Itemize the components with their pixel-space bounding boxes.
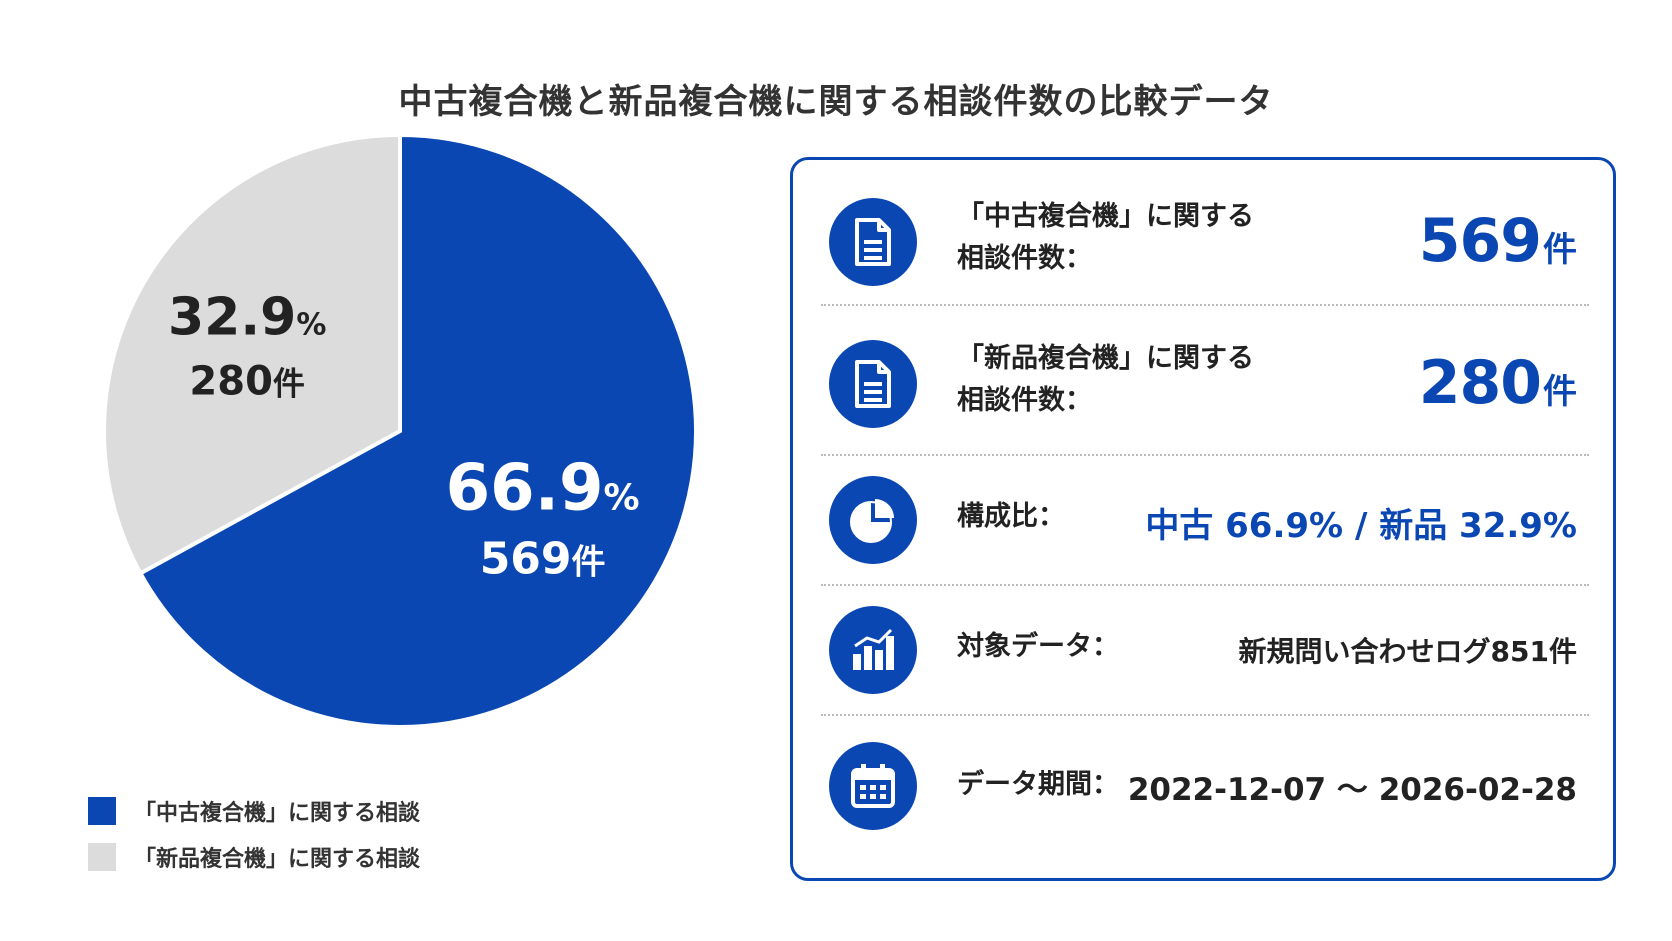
pie-chart: 66.9% 569件 32.9% 280件 <box>102 132 698 729</box>
used-count-label-line2: 相談件数： <box>957 243 1092 274</box>
used-count-number: 569 <box>1418 206 1542 276</box>
legend-item-used: 「中古複合機」に関する相談 <box>88 796 420 826</box>
divider <box>821 304 1589 306</box>
pie-chart-icon <box>829 476 917 564</box>
new-count-unit: 件 <box>1543 372 1577 412</box>
used-count-label: 「中古複合機」に関する 相談件数： <box>957 196 1254 280</box>
row-period: データ期間： 2022-12-07 ～ 2026-02-28 <box>793 716 1613 876</box>
row-new-count: 「新品複合機」に関する 相談件数： 280件 <box>793 306 1613 456</box>
legend-label-new: 「新品複合機」に関する相談 <box>134 847 421 872</box>
chart-title: 中古複合機と新品複合機に関する相談件数の比較データ <box>398 82 1274 122</box>
new-count-number: 280 <box>1418 348 1542 418</box>
new-count-label: 「新品複合機」に関する 相談件数： <box>957 338 1254 422</box>
pie-slice-used <box>137 132 698 729</box>
pie-label-count-used: 569件 <box>480 533 606 584</box>
bar-chart-icon <box>829 606 917 694</box>
calendar-icon <box>829 742 917 830</box>
used-count-value: 569件 <box>1419 206 1577 276</box>
divider <box>821 454 1589 456</box>
new-count-value: 280件 <box>1419 348 1577 418</box>
legend-item-new: 「新品複合機」に関する相談 <box>88 842 420 872</box>
document-icon <box>829 198 917 286</box>
pie-label-count-new: 280件 <box>189 358 305 404</box>
divider <box>821 714 1589 716</box>
row-target: 対象データ： 新規問い合わせログ851件 <box>793 586 1613 716</box>
row-ratio: 構成比： 中古 66.9% / 新品 32.9% <box>793 456 1613 586</box>
period-value: 2022-12-07 ～ 2026-02-28 <box>1127 772 1577 808</box>
pie-label-pct-used: 66.9% <box>446 451 640 525</box>
divider <box>821 584 1589 586</box>
used-count-unit: 件 <box>1543 230 1577 270</box>
row-used-count: 「中古複合機」に関する 相談件数： 569件 <box>793 160 1613 318</box>
pie-label-pct-new: 32.9% <box>168 287 326 347</box>
period-label: データ期間： <box>957 769 1119 800</box>
document-icon <box>829 340 917 428</box>
legend-swatch-used <box>88 797 116 825</box>
ratio-label: 構成比： <box>957 501 1065 532</box>
pie-slice-new <box>102 132 402 576</box>
legend: 「中古複合機」に関する相談 「新品複合機」に関する相談 <box>88 796 420 888</box>
target-value: 新規問い合わせログ851件 <box>1238 635 1577 668</box>
new-count-label-line1: 「新品複合機」に関する <box>957 343 1254 374</box>
legend-swatch-new <box>88 843 116 871</box>
used-count-label-line1: 「中古複合機」に関する <box>957 201 1254 232</box>
new-count-label-line2: 相談件数： <box>957 385 1092 416</box>
summary-panel: 「中古複合機」に関する 相談件数： 569件 「新品複合機」に関する 相談件数：… <box>790 157 1616 881</box>
legend-label-used: 「中古複合機」に関する相談 <box>134 801 421 826</box>
ratio-value: 中古 66.9% / 新品 32.9% <box>1145 506 1577 546</box>
target-label: 対象データ： <box>957 631 1119 662</box>
